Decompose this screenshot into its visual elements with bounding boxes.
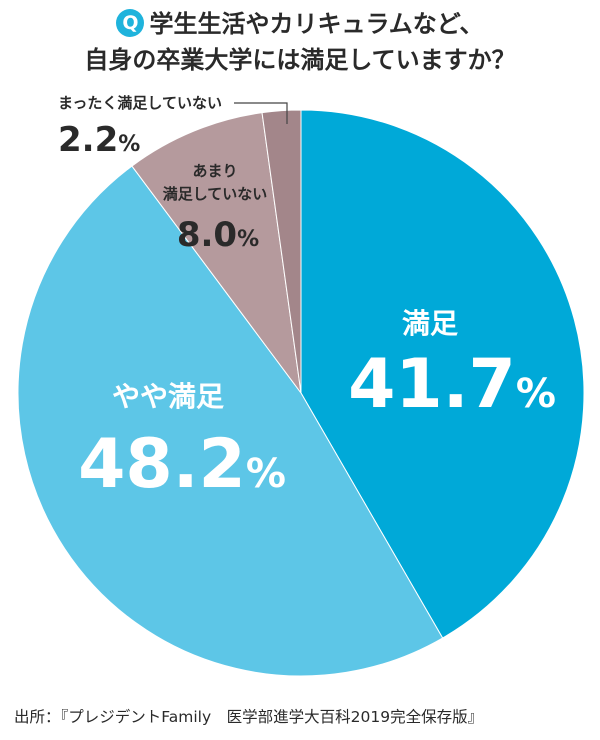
slice-label-not-satisfied: まったく満足していない xyxy=(58,94,222,112)
title-line-1-text: 学生生活やカリキュラムなど、 xyxy=(149,10,484,38)
title-line-2: 自身の卒業大学には満足していますか？ xyxy=(84,46,516,74)
leader-line-not-satisfied xyxy=(234,102,288,124)
chart-title: Q 学生生活やカリキュラムなど、 自身の卒業大学には満足していますか？ xyxy=(0,6,600,78)
slice-value-not-very-satisfied: 8.0% xyxy=(177,215,259,255)
slice-value-number-not-satisfied: 2.2 xyxy=(58,120,118,160)
slice-value-number-satisfied: 41.7 xyxy=(348,345,516,424)
slice-value-somewhat-satisfied: 48.2% xyxy=(78,425,286,504)
slice-label-satisfied: 満足 xyxy=(402,307,458,340)
slice-value-satisfied: 41.7% xyxy=(348,345,556,424)
source-note: 出所：『プレジデントFamily 医学部進学大百科2019完全保存版』 xyxy=(14,708,484,726)
slice-label-not-very-satisfied-line-1: あまり xyxy=(192,162,237,180)
slice-value-not-satisfied: 2.2% xyxy=(58,120,140,160)
title-line-1: Q 学生生活やカリキュラムなど、 xyxy=(0,6,600,42)
pie-slices xyxy=(17,109,585,677)
slice-not-satisfied xyxy=(261,109,302,394)
slice-satisfied xyxy=(300,109,585,639)
slice-value-number-somewhat-satisfied: 48.2 xyxy=(78,425,246,504)
question-badge: Q xyxy=(116,9,145,37)
slice-value-number-not-very-satisfied: 8.0 xyxy=(177,215,237,255)
slice-value-unit-not-satisfied: % xyxy=(118,132,140,157)
slice-label-somewhat-satisfied: やや満足 xyxy=(112,380,224,413)
slice-value-unit-satisfied: % xyxy=(516,371,556,417)
slice-value-unit-not-very-satisfied: % xyxy=(237,227,259,252)
slice-not-very-satisfied xyxy=(131,112,302,394)
slice-somewhat-satisfied xyxy=(17,165,444,677)
slice-label-not-very-satisfied-line-2: 満足していない xyxy=(163,185,268,203)
slice-value-unit-somewhat-satisfied: % xyxy=(246,451,286,497)
